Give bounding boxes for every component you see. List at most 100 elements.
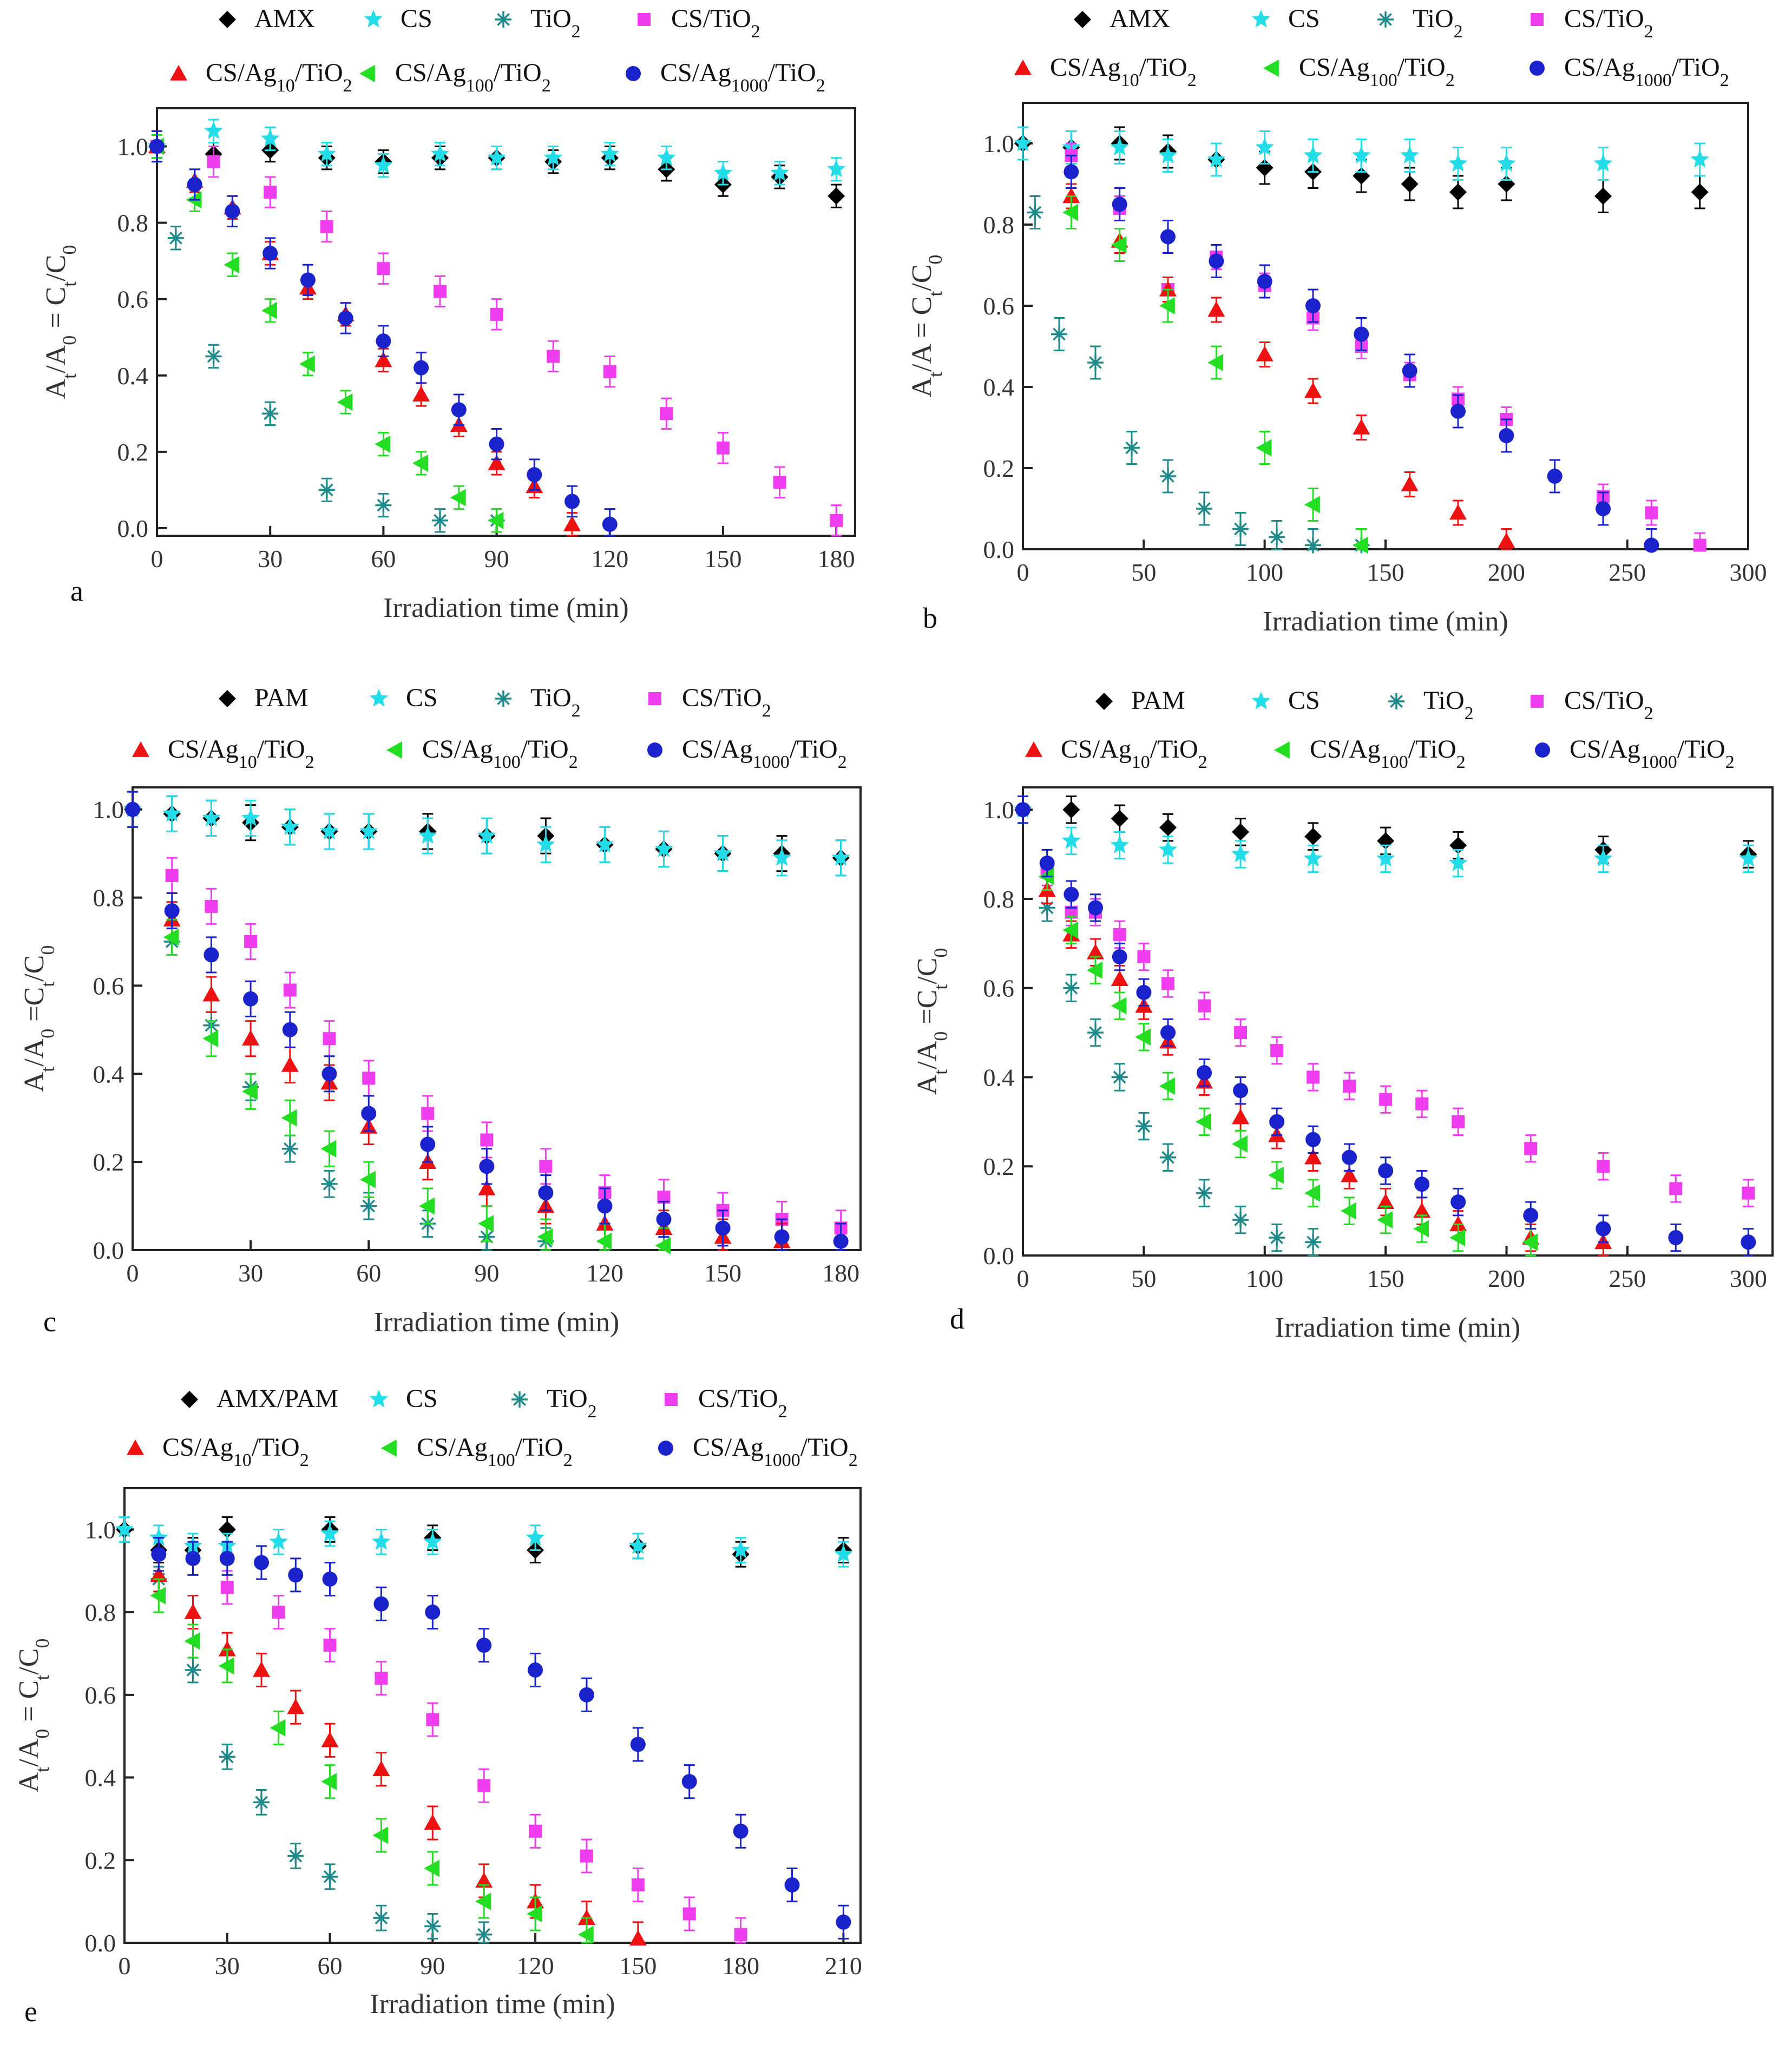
data-point (1062, 921, 1079, 939)
x-tick-label: 0 (151, 545, 163, 573)
legend: AMX CS TiO2 CS/TiO2 CS/Ag10/TiO2 CS/Ag100/TiO… (1014, 4, 1729, 90)
data-point (784, 1877, 800, 1893)
data-point (218, 1657, 234, 1675)
data-point (150, 1566, 168, 1582)
data-point (1196, 501, 1212, 517)
data-point (320, 1524, 339, 1542)
data-point (1353, 419, 1370, 435)
y-tick-label: 1.0 (85, 1516, 116, 1543)
panel-letter: d (950, 1303, 964, 1335)
data-point (600, 144, 619, 162)
data-point (1305, 1132, 1321, 1147)
data-point (1234, 1026, 1248, 1040)
data-point (1668, 1230, 1684, 1246)
legend-marker (219, 11, 236, 28)
data-point (1450, 404, 1466, 419)
data-point (631, 1878, 645, 1892)
data-point (225, 203, 240, 219)
x-tick-label: 200 (1488, 1265, 1525, 1292)
y-tick-label: 0.4 (117, 362, 149, 390)
x-tick-label: 50 (1131, 558, 1156, 586)
chart-panel-c: 0 30 60 90 120 150 180 0.0 0.2 0.4 0.6 0.8 1.0 Irradi… (19, 683, 862, 1338)
data-point (202, 1030, 219, 1048)
data-point (1160, 1025, 1176, 1041)
panel-letter: b (923, 602, 937, 634)
series-cs-ag10-tio2 (1062, 183, 1515, 550)
series-cs-ag1000-tio2 (1015, 795, 1756, 1257)
data-point (433, 285, 447, 298)
data-point (831, 848, 850, 866)
data-point (1450, 1194, 1466, 1210)
data-point (1379, 1093, 1393, 1106)
data-point (372, 1532, 391, 1550)
data-point (770, 163, 789, 181)
x-tick-label: 90 (474, 1259, 499, 1287)
x-axis-label: Irradiation time (min) (383, 593, 628, 623)
data-point (772, 848, 791, 866)
y-axis-label: At/A0 =Ct/C0 (19, 945, 58, 1093)
data-point (1207, 354, 1224, 371)
data-point (360, 1198, 377, 1214)
y-tick-label: 0.2 (93, 1148, 124, 1176)
data-point (682, 1907, 696, 1921)
data-point (261, 129, 280, 147)
x-tick-label: 30 (215, 1952, 240, 1980)
legend-label: CS/Ag100/TiO2 (1299, 53, 1455, 90)
data-point (1160, 468, 1176, 484)
data-point (162, 804, 181, 822)
data-point (425, 1605, 441, 1620)
y-tick-label: 0.0 (85, 1929, 116, 1957)
legend-marker (219, 690, 236, 707)
data-point (527, 1905, 542, 1923)
series-cs-ag10-tio2 (150, 1557, 647, 1946)
data-point (1594, 849, 1613, 867)
data-point (299, 355, 315, 373)
y-tick-label: 0.6 (983, 975, 1015, 1002)
chart-panel-a: 0 30 60 90 120 150 180 0.0 0.2 0.4 0.6 0.8 1.0 Irradi… (41, 4, 856, 623)
data-point (1269, 529, 1285, 545)
data-point (526, 1528, 545, 1546)
data-point (1159, 1077, 1175, 1095)
legend-marker (511, 1391, 528, 1408)
panel-letter: c (43, 1305, 56, 1338)
data-point (1304, 496, 1320, 514)
data-point (218, 1640, 236, 1656)
series-cs-ag100-tio2 (1062, 195, 1369, 554)
x-tick-label: 0 (119, 1952, 131, 1980)
data-point (219, 1748, 235, 1765)
data-point (115, 1520, 134, 1537)
x-tick-label: 180 (722, 1952, 759, 1980)
data-point (628, 1536, 647, 1554)
chart-panel-e: 0 30 60 90 120 150 180 210 0.0 0.2 0.4 0.6 0.8 1.0 Irr… (14, 1384, 862, 2028)
legend-marker (1274, 741, 1290, 759)
data-point (1644, 537, 1659, 553)
data-point (377, 262, 390, 275)
data-point (1111, 236, 1127, 254)
data-point (261, 301, 277, 319)
legend: AMX CS TiO2 CS/TiO2 CS/Ag10/TiO2 CS/Ag100/TiO… (170, 4, 825, 96)
data-point (1256, 439, 1272, 457)
data-point (270, 1719, 286, 1737)
data-point (317, 144, 336, 162)
data-point (1159, 819, 1177, 837)
data-point (1597, 1160, 1610, 1173)
data-point (1062, 831, 1081, 849)
data-point (323, 1032, 336, 1046)
legend-label: CS/Ag100/TiO2 (1310, 735, 1466, 772)
data-point (488, 454, 506, 470)
data-point (603, 365, 616, 378)
data-point (1255, 137, 1274, 156)
series-cs-tio2 (150, 130, 843, 537)
y-tick-label: 1.0 (93, 796, 124, 824)
x-tick-label: 120 (591, 545, 628, 573)
series-cs-tio2 (165, 857, 848, 1247)
series-cs-ag10-tio2 (163, 901, 791, 1251)
legend-label: TiO2 (547, 1384, 597, 1422)
y-tick-label: 0.4 (85, 1764, 116, 1792)
data-point (375, 351, 392, 367)
data-point (660, 407, 673, 420)
y-tick-label: 1.0 (983, 796, 1015, 824)
data-point (1027, 204, 1043, 221)
data-point (321, 1731, 339, 1747)
data-point (713, 163, 733, 181)
